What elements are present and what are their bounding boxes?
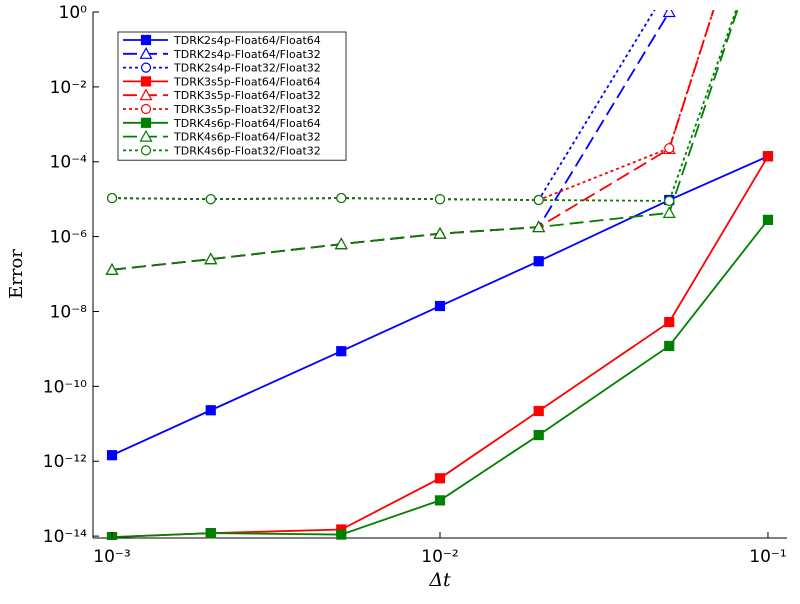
y-tick-label: 10⁻¹² bbox=[43, 452, 87, 472]
marker bbox=[140, 117, 152, 128]
y-tick-label: 10⁰ bbox=[59, 3, 88, 23]
marker bbox=[662, 10, 676, 18]
plot-area bbox=[105, 10, 774, 540]
marker bbox=[664, 340, 675, 352]
y-tick-label: 10⁻⁸ bbox=[50, 302, 88, 322]
marker bbox=[533, 405, 544, 417]
legend-label: TDRK2s4p-Float32/Float32 bbox=[173, 62, 321, 75]
marker bbox=[664, 143, 675, 154]
marker bbox=[433, 226, 447, 239]
legend-label: TDRK4s6p-Float32/Float32 bbox=[173, 144, 321, 157]
series-line bbox=[111, 219, 769, 539]
y-tick-label: 10⁻¹⁴ bbox=[43, 527, 87, 547]
x-tick-label: 10⁻¹ bbox=[749, 547, 786, 567]
y-tick-label: 10⁻² bbox=[50, 78, 87, 98]
marker bbox=[140, 103, 152, 115]
marker bbox=[532, 220, 546, 233]
marker bbox=[140, 145, 152, 156]
marker bbox=[434, 495, 446, 506]
marker bbox=[336, 346, 347, 357]
marker bbox=[140, 76, 152, 87]
marker bbox=[533, 256, 544, 267]
marker bbox=[140, 62, 152, 73]
marker bbox=[204, 252, 218, 265]
marker bbox=[105, 263, 119, 275]
marker bbox=[106, 450, 118, 461]
marker bbox=[662, 206, 676, 219]
marker bbox=[336, 529, 347, 540]
marker bbox=[106, 192, 118, 204]
marker bbox=[139, 88, 153, 101]
legend-label: TDRK3s5p-Float64/Float64 bbox=[173, 75, 321, 88]
marker bbox=[434, 194, 446, 205]
marker bbox=[205, 528, 216, 539]
y-tick-label: 10⁻¹⁰ bbox=[43, 377, 87, 397]
marker bbox=[334, 237, 348, 250]
marker bbox=[139, 47, 153, 59]
marker bbox=[533, 194, 544, 206]
y-tick-label: 10⁻⁶ bbox=[50, 228, 88, 248]
legend-label: TDRK3s5p-Float32/Float32 bbox=[173, 103, 321, 116]
marker bbox=[205, 194, 216, 205]
legend-label: TDRK2s4p-Float64/Float64 bbox=[173, 34, 321, 47]
y-tick-label: 10⁻⁴ bbox=[50, 153, 88, 173]
marker bbox=[664, 195, 675, 206]
marker bbox=[762, 151, 774, 162]
marker bbox=[762, 214, 774, 225]
marker bbox=[336, 192, 347, 204]
x-tick-label: 10⁻³ bbox=[93, 547, 130, 567]
marker bbox=[664, 317, 675, 328]
legend-label: TDRK3s5p-Float64/Float32 bbox=[173, 89, 321, 102]
marker bbox=[139, 129, 153, 142]
x-axis-label: Δt bbox=[428, 569, 451, 591]
marker bbox=[434, 300, 446, 312]
legend-label: TDRK2s4p-Float64/Float32 bbox=[173, 48, 321, 61]
legend-label: TDRK4s6p-Float64/Float32 bbox=[173, 131, 321, 144]
marker bbox=[140, 34, 152, 46]
y-axis-label: Error bbox=[6, 249, 27, 299]
marker bbox=[434, 473, 446, 484]
x-tick-label: 10⁻² bbox=[421, 547, 458, 567]
marker bbox=[205, 405, 216, 416]
legend-label: TDRK4s6p-Float64/Float64 bbox=[173, 117, 321, 130]
marker bbox=[533, 429, 544, 441]
